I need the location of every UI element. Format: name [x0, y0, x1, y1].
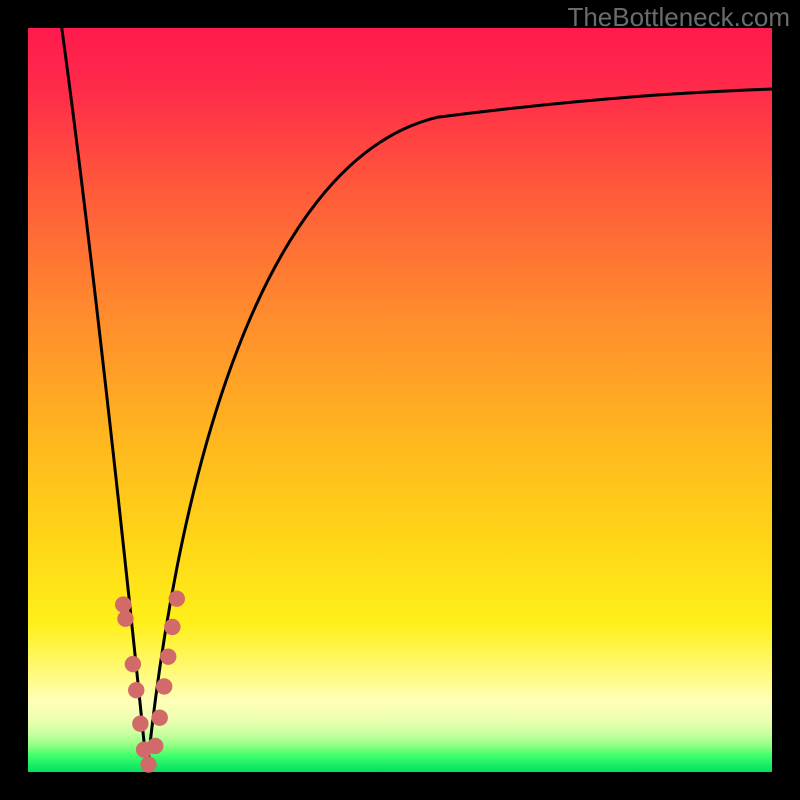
data-marker [147, 738, 163, 754]
data-marker [169, 590, 185, 606]
data-marker [128, 682, 144, 698]
data-marker [160, 648, 176, 664]
plot-area [28, 28, 772, 772]
data-marker [132, 715, 148, 731]
watermark-text: TheBottleneck.com [567, 2, 790, 33]
data-marker [164, 619, 180, 635]
curve-layer [28, 28, 772, 772]
marker-group [115, 590, 185, 772]
data-marker [140, 756, 156, 772]
chart-stage: TheBottleneck.com [0, 0, 800, 800]
data-marker [151, 709, 167, 725]
data-marker [117, 611, 133, 627]
data-marker [115, 596, 131, 612]
data-marker [125, 656, 141, 672]
data-marker [156, 678, 172, 694]
